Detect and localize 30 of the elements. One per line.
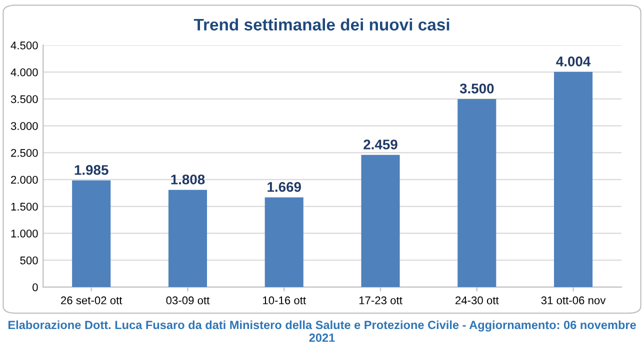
data-label: 1.669 [268, 182, 301, 192]
x-tick-label: 31 ott-06 nov [541, 296, 606, 304]
bar [458, 98, 496, 288]
y-tick-label: 4.500 [10, 42, 38, 50]
x-tick-label: 03-09 ott [166, 296, 210, 304]
data-label: 4.004 [556, 56, 591, 66]
y-tick-label: 2.000 [11, 176, 38, 184]
bar [168, 190, 208, 288]
x-tick-label: 26 set-02 ott [61, 296, 122, 304]
y-tick-label: 1.000 [11, 230, 38, 238]
data-label: 1.985 [74, 165, 108, 175]
data-label: 3.500 [460, 84, 494, 94]
bar [361, 154, 400, 288]
x-tick-label: 10-16 ott [263, 296, 306, 304]
y-tick-label: 4.000 [10, 68, 38, 76]
y-tick-label: 0 [32, 283, 38, 292]
text: Elaborazione Dott. Luca Fusaro da dati Ministero della Salute e Protezione Civile - Aggiornamento: 06 novembre 2021 [8, 320, 636, 342]
y-tick-label: 500 [20, 256, 38, 264]
x-tick-label: 24-30 ott [456, 296, 499, 304]
x-tick-label: 17-23 ott [359, 296, 402, 304]
bar [72, 180, 111, 288]
y-tick-label: 2.500 [11, 149, 38, 157]
y-tick-label: 3.500 [10, 95, 38, 104]
data-label: 1.808 [171, 174, 205, 184]
bar [264, 197, 304, 288]
y-tick-label: 1.500 [11, 202, 38, 211]
bar [554, 72, 593, 288]
y-tick-label: 3.000 [10, 122, 38, 130]
chart-title: Trend settimanale dei nuovi casi [194, 18, 450, 31]
data-label: 2.459 [364, 140, 398, 150]
